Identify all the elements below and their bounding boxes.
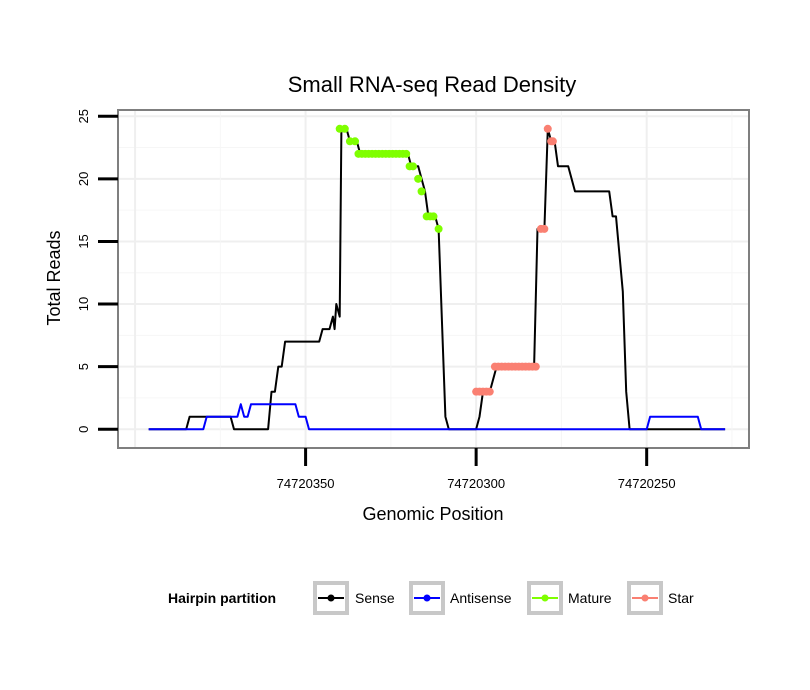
plot-background	[118, 110, 749, 448]
legend-key-point	[541, 594, 549, 602]
legend-key-point	[641, 594, 649, 602]
star-point	[543, 124, 552, 133]
y-tick-label: 10	[76, 297, 91, 311]
legend-item-star: Star	[627, 581, 694, 615]
mature-point	[351, 137, 360, 146]
legend-key-point	[327, 594, 335, 602]
legend-item-sense: Sense	[313, 581, 395, 615]
mature-point	[409, 162, 418, 171]
y-tick-label: 0	[76, 426, 91, 433]
mature-point	[414, 174, 423, 183]
y-axis-title: Total Reads	[44, 230, 64, 325]
x-tick-label: 74720250	[618, 476, 676, 491]
grid-lines	[118, 110, 749, 448]
legend-label: Mature	[568, 590, 612, 606]
mature-point	[417, 187, 426, 196]
y-tick-label: 15	[76, 234, 91, 248]
legend-label: Antisense	[450, 590, 512, 606]
legend-key-point	[423, 594, 431, 602]
y-tick-label: 25	[76, 109, 91, 123]
mature-point	[434, 224, 443, 233]
y-axis: 0 5 10 15 20 25	[76, 109, 118, 433]
legend: Hairpin partition Sense Antisense Mature St…	[168, 581, 694, 615]
star-point	[540, 224, 549, 233]
plot-border	[117, 109, 750, 449]
mature-point	[340, 124, 349, 133]
x-tick-label: 74720350	[277, 476, 335, 491]
plot-area	[118, 110, 749, 448]
star-point	[548, 137, 557, 146]
x-axis: 74720350 74720300 74720250	[277, 448, 676, 491]
star-point	[531, 362, 540, 371]
legend-label: Star	[668, 590, 694, 606]
y-tick-label: 5	[76, 363, 91, 370]
x-axis-title: Genomic Position	[362, 504, 503, 524]
legend-item-antisense: Antisense	[409, 581, 512, 615]
legend-item-mature: Mature	[527, 581, 612, 615]
x-tick-label: 74720300	[447, 476, 505, 491]
series-layer	[148, 124, 726, 431]
sense-line	[148, 127, 726, 431]
antisense-line	[148, 403, 726, 431]
legend-label: Sense	[355, 590, 395, 606]
legend-title: Hairpin partition	[168, 590, 276, 606]
chart-title: Small RNA-seq Read Density	[288, 72, 577, 97]
mature-point	[429, 212, 438, 221]
y-tick-label: 20	[76, 172, 91, 186]
mature-point	[402, 149, 411, 158]
star-point	[485, 387, 494, 396]
